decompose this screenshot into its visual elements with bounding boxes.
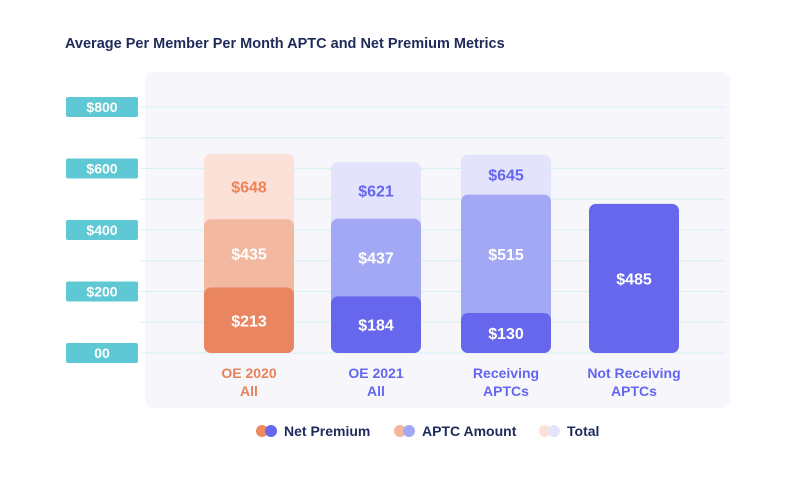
y-tick-label: 00	[94, 345, 110, 361]
chart-title: Average Per Member Per Month APTC and Ne…	[65, 36, 505, 52]
x-category-label: APTCs	[611, 383, 657, 399]
y-tick-label: $200	[86, 284, 117, 300]
data-label: $645	[488, 168, 524, 185]
y-tick-label: $400	[86, 222, 117, 238]
data-label: $184	[358, 318, 394, 335]
x-category-label: All	[240, 383, 258, 399]
legend-swatch	[539, 425, 551, 437]
x-category-label: Receiving	[473, 365, 539, 381]
bar-net-premium	[331, 296, 421, 353]
bar-net-premium	[204, 287, 294, 353]
data-label: $130	[488, 326, 524, 343]
legend-swatch	[256, 425, 268, 437]
legend-label: APTC Amount	[422, 423, 517, 439]
bar-net-premium	[589, 203, 679, 353]
x-category-label: OE 2021	[348, 365, 403, 381]
bar-net-premium	[461, 313, 551, 353]
data-label: $213	[231, 313, 267, 330]
data-label: $648	[231, 179, 267, 196]
x-category-label: OE 2020	[221, 365, 276, 381]
legend-swatch	[394, 425, 406, 437]
data-label: $515	[488, 247, 524, 264]
data-label: $485	[616, 271, 652, 288]
legend-label: Total	[567, 423, 599, 439]
y-tick-box	[66, 281, 138, 302]
data-label: $435	[231, 246, 267, 263]
legend-label: Net Premium	[284, 423, 370, 439]
x-category-label: Not Receiving	[587, 365, 680, 381]
y-tick-box	[66, 158, 138, 179]
y-tick-box	[66, 343, 138, 363]
x-category-label: APTCs	[483, 383, 529, 399]
y-tick-box	[66, 97, 138, 117]
x-category-label: All	[367, 383, 385, 399]
y-tick-label: $600	[86, 161, 117, 177]
legend-swatch	[403, 425, 415, 437]
data-label: $621	[358, 183, 394, 200]
data-label: $437	[358, 251, 394, 268]
y-tick-box	[66, 220, 138, 240]
legend-swatch	[265, 425, 277, 437]
y-tick-label: $800	[86, 99, 117, 115]
legend-swatch	[548, 425, 560, 437]
